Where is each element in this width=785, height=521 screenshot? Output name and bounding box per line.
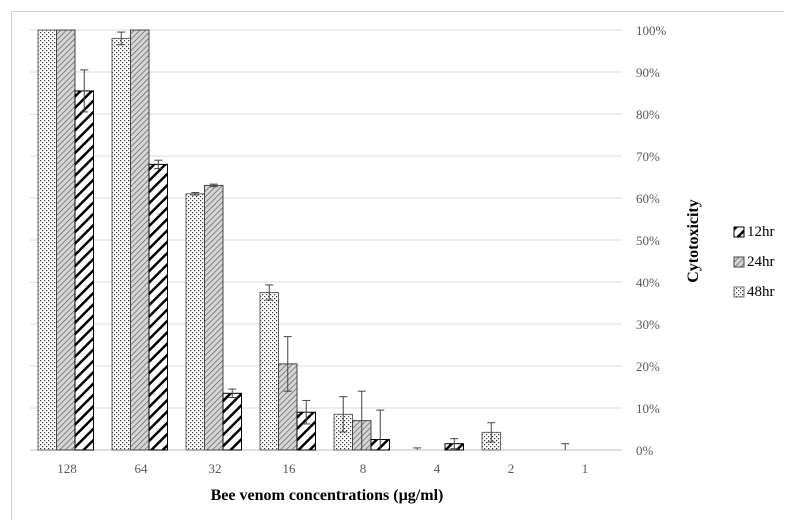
bars — [37, 29, 501, 451]
legend-label-48hr: 48hr — [747, 284, 775, 300]
legend-label-12hr: 12hr — [747, 224, 775, 240]
bar-12hr-64 — [148, 163, 168, 451]
y-tick-label: 60% — [636, 191, 660, 206]
y-tick-label: 20% — [636, 359, 660, 374]
legend-swatch-24hr — [733, 256, 745, 268]
y-tick-label: 10% — [636, 401, 660, 416]
bar-12hr-32 — [222, 392, 242, 451]
x-tick-label: 2 — [508, 461, 515, 476]
x-tick-label: 128 — [57, 461, 77, 476]
x-tick-label: 16 — [283, 461, 297, 476]
y-tick-label: 70% — [636, 149, 660, 164]
x-axis-title: Bee venom concentrations (µg/ml) — [211, 487, 444, 504]
x-tick-label: 4 — [434, 461, 441, 476]
bar-48hr-16 — [259, 292, 279, 451]
y-tick-label: 80% — [636, 107, 660, 122]
bar-24hr-64 — [130, 29, 150, 451]
y-axis-title: Cytotoxicity — [685, 199, 702, 283]
x-tick-label: 8 — [360, 461, 367, 476]
legend-label-24hr: 24hr — [747, 254, 775, 270]
bar-48hr-128 — [37, 29, 57, 451]
legend: 12hr 24hr 48hr — [733, 224, 775, 300]
x-tick-label: 32 — [209, 461, 222, 476]
y-tick-label: 0% — [636, 443, 654, 458]
x-tick-label: 64 — [135, 461, 149, 476]
y-tick-label: 50% — [636, 233, 660, 248]
y-tick-label: 90% — [636, 65, 660, 80]
legend-swatch-12hr — [733, 226, 745, 238]
x-tick-label: 1 — [582, 461, 589, 476]
y-tick-label: 100% — [636, 23, 667, 38]
chart-frame — [11, 11, 784, 520]
y-tick-label: 30% — [636, 317, 660, 332]
error-bars — [80, 31, 570, 450]
y-tick-label: 40% — [636, 275, 660, 290]
bar-24hr-32 — [204, 184, 224, 451]
bar-48hr-32 — [185, 193, 205, 451]
bar-48hr-64 — [111, 37, 131, 451]
bar-12hr-128 — [74, 90, 94, 451]
tick-labels: 0%10%20%30%40%50%60%70%80%90%100%128 64 32… — [57, 23, 666, 476]
bar-24hr-128 — [56, 29, 76, 451]
legend-swatch-48hr — [733, 286, 745, 298]
